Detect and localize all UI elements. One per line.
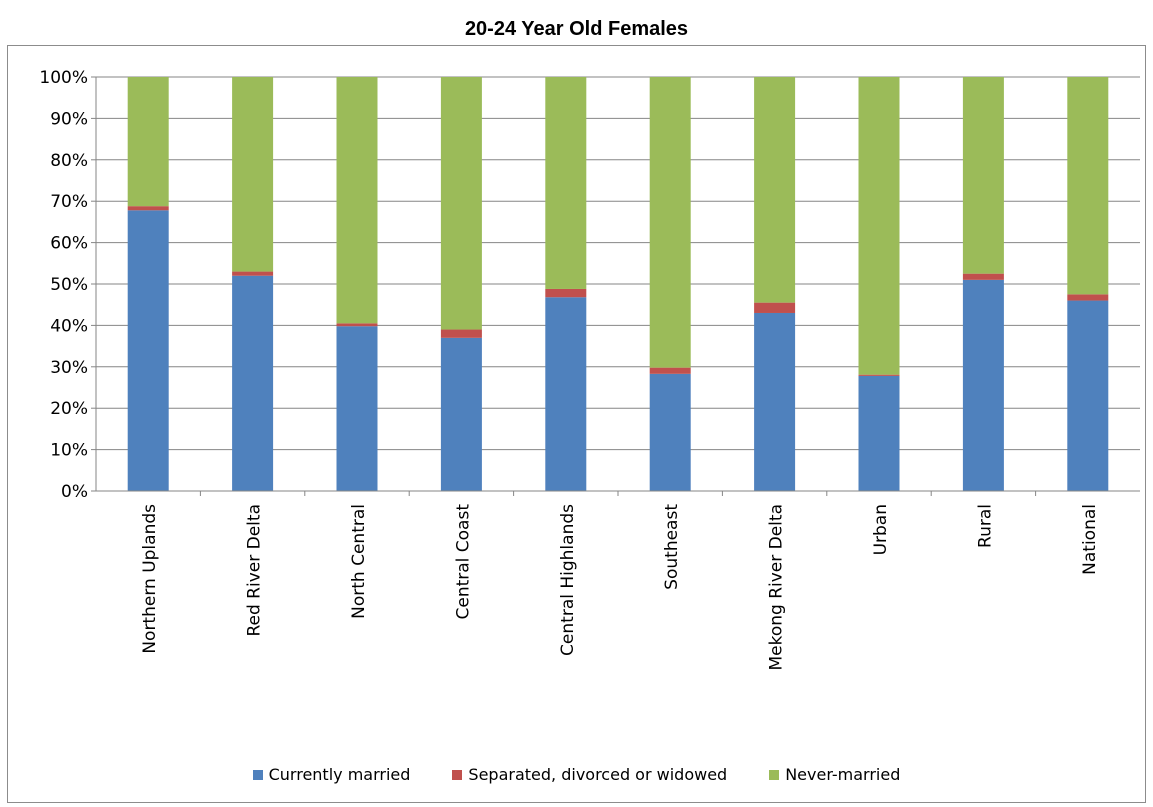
bar-segment (754, 77, 796, 303)
y-tick-label: 100% (39, 68, 88, 88)
y-tick-label: 80% (50, 151, 88, 171)
x-tick-label: Central Highlands (558, 504, 578, 656)
bar-segment (232, 275, 274, 491)
bar-segment (754, 302, 796, 313)
bar-segment (127, 77, 169, 207)
x-tick-label: North Central (349, 504, 369, 619)
bar-segment (962, 279, 1004, 491)
bar-segment (1067, 294, 1109, 301)
bar-segment (649, 77, 691, 368)
legend-item-separated: Separated, divorced or widowed (452, 765, 727, 784)
y-tick-label: 70% (50, 192, 88, 212)
legend-label: Currently married (268, 765, 411, 784)
x-tick-label: Urban (871, 504, 891, 555)
x-tick-label: Northern Uplands (140, 504, 160, 654)
y-tick-label: 50% (50, 275, 88, 295)
x-tick-label: National (1080, 504, 1100, 575)
bar-segment (1067, 300, 1109, 491)
y-tick-label: 90% (50, 109, 88, 129)
legend-label: Never-married (785, 765, 901, 784)
bar-segment (858, 77, 900, 375)
bar-segment (649, 367, 691, 374)
bar-segment (127, 210, 169, 492)
y-tick-label: 10% (50, 441, 88, 461)
x-tick-label: Southeast (662, 504, 682, 590)
bar-segment (440, 77, 482, 330)
y-tick-label: 0% (61, 482, 88, 502)
bar-segment (336, 77, 378, 324)
bar-segment (336, 323, 378, 327)
y-tick-label: 20% (50, 399, 88, 419)
bar-segment (336, 326, 378, 491)
bar-segment (127, 206, 169, 211)
bar-segment (962, 273, 1004, 280)
bar-segment (545, 288, 587, 298)
bar-segment (440, 337, 482, 491)
legend-swatch (769, 769, 780, 780)
bar-segment (1067, 77, 1109, 295)
bar-segment (232, 271, 274, 276)
x-tick-labels: Northern Uplands Red River Delta North Cen… (140, 491, 1100, 671)
bar-segment (440, 329, 482, 338)
bar-segment (545, 297, 587, 491)
y-tick-labels: 0% 10% 20% 30% 40% 50% 60% 70% 80% 90% 100% (39, 68, 96, 502)
legend-item-currently-married: Currently married (252, 765, 411, 784)
legend: Currently married Separated, divorced or… (0, 765, 1153, 784)
legend-item-never-married: Never-married (769, 765, 900, 784)
bars (127, 77, 1109, 492)
x-tick-label: Central Coast (453, 504, 473, 620)
chart-frame (7, 45, 1146, 803)
y-tick-label: 40% (50, 316, 88, 336)
bar-segment (232, 77, 274, 272)
bar-segment (858, 375, 900, 491)
x-tick-label: Rural (975, 504, 995, 548)
bar-segment (649, 373, 691, 491)
bar-segment (545, 77, 587, 289)
bar-segment (858, 374, 900, 376)
legend-swatch (452, 769, 463, 780)
bar-segment (962, 77, 1004, 274)
y-tick-label: 30% (50, 358, 88, 378)
bar-segment (754, 312, 796, 491)
y-tick-label: 60% (50, 234, 88, 254)
chart-title: 20-24 Year Old Females (464, 18, 689, 40)
legend-label: Separated, divorced or widowed (468, 765, 728, 784)
legend-swatch (252, 769, 263, 780)
x-tick-label: Mekong River Delta (767, 504, 787, 671)
x-tick-label: Red River Delta (245, 504, 265, 637)
